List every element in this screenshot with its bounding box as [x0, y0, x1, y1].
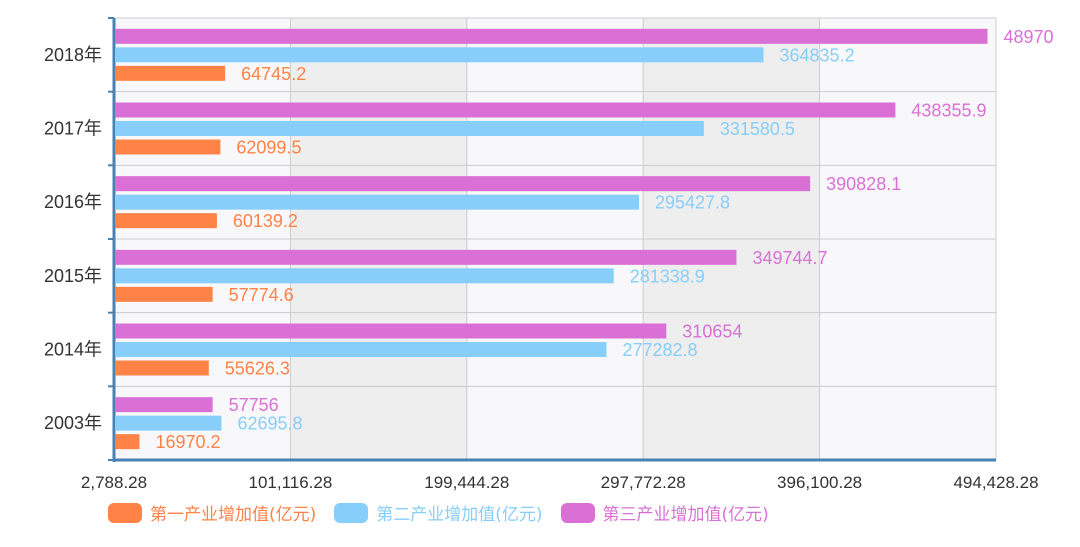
- data-label: 364835.2: [780, 45, 855, 65]
- bar-series-1: [115, 65, 226, 81]
- bar-series-2: [115, 121, 704, 136]
- bar-series-1: [115, 434, 140, 450]
- y-tick-label: 2017年: [44, 119, 102, 139]
- legend-label: 第二产业增加值(亿元): [376, 505, 543, 525]
- bar-chart: 2,788.28 101,116.28 199,444.28 297,772.28 39…: [44, 17, 1054, 492]
- bar-series-1: [115, 286, 213, 302]
- data-label: 310654: [682, 322, 742, 342]
- bar-series-3: [115, 102, 896, 118]
- y-tick-label: 2016年: [44, 192, 102, 212]
- data-label: 55626.3: [225, 359, 290, 379]
- bar-series-3: [115, 176, 811, 192]
- y-tick-label: 2003年: [44, 413, 102, 433]
- data-label: 57774.6: [229, 285, 294, 305]
- data-label: 48970: [1004, 27, 1054, 47]
- bar-series-1: [115, 360, 209, 376]
- data-label: 60139.2: [233, 211, 298, 231]
- legend: 第一产业增加值(亿元) 第二产业增加值(亿元) 第三产业增加值(亿元): [108, 500, 769, 525]
- data-label: 64745.2: [241, 64, 306, 84]
- data-label: 62695.8: [237, 414, 302, 434]
- x-tick-label: 297,772.28: [601, 473, 686, 492]
- data-label: 295427.8: [655, 193, 730, 213]
- bar-series-1: [115, 139, 221, 155]
- x-tick-label: 494,428.28: [953, 473, 1038, 492]
- bar-series-3: [115, 323, 667, 339]
- data-label: 390828.1: [826, 174, 901, 194]
- y-tick-label: 2018年: [44, 45, 102, 65]
- data-label: 62099.5: [236, 138, 301, 158]
- data-label: 16970.2: [155, 432, 220, 452]
- bar-series-2: [115, 194, 639, 210]
- bar-series-2: [115, 415, 222, 431]
- bar-series-3: [115, 397, 213, 413]
- y-tick-label: 2015年: [44, 266, 102, 286]
- bar-series-3: [115, 28, 988, 44]
- y-tick-label: 2014年: [44, 340, 102, 360]
- legend-item-series-3[interactable]: 第三产业增加值(亿元): [560, 500, 769, 525]
- legend-item-series-1[interactable]: 第一产业增加值(亿元): [108, 500, 316, 525]
- bar-series-1: [115, 213, 217, 229]
- legend-label: 第一产业增加值(亿元): [150, 505, 317, 525]
- legend-swatch: [334, 502, 369, 523]
- data-label: 281338.9: [630, 266, 705, 286]
- bar-series-3: [115, 249, 737, 265]
- data-label: 57756: [229, 395, 279, 415]
- legend-item-series-2[interactable]: 第二产业增加值(亿元): [334, 500, 543, 525]
- x-tick-label: 199,444.28: [424, 473, 509, 492]
- bar-series-2: [115, 47, 764, 63]
- legend-swatch: [560, 502, 595, 523]
- x-tick-label: 396,100.28: [777, 473, 862, 492]
- legend-label: 第三产业增加值(亿元): [602, 505, 769, 525]
- legend-swatch: [108, 502, 142, 523]
- data-label: 349744.7: [752, 248, 827, 268]
- data-label: 277282.8: [622, 340, 697, 360]
- data-label: 438355.9: [911, 101, 986, 121]
- x-tick-label: 2,788.28: [81, 473, 147, 492]
- data-label: 331580.5: [720, 119, 795, 139]
- bar-series-2: [115, 268, 614, 284]
- bar-series-2: [115, 342, 607, 357]
- x-tick-label: 101,116.28: [248, 473, 332, 492]
